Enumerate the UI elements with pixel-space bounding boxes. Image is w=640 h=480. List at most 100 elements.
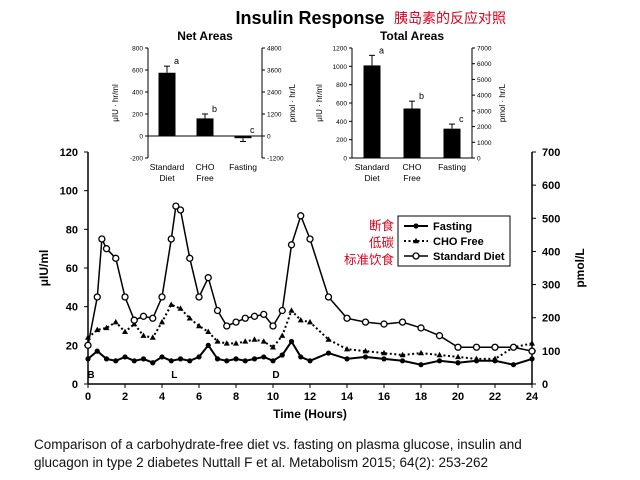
- category-label: Standard: [355, 162, 390, 172]
- x-tick-label: 16: [378, 391, 390, 403]
- significance-letter: a: [379, 45, 384, 55]
- data-point-cho-free: [251, 336, 258, 342]
- data-point-cho-free: [223, 340, 230, 346]
- y-left-tick-label: 40: [66, 302, 78, 314]
- data-point-fasting: [177, 356, 184, 362]
- data-point-cho-free: [288, 307, 295, 313]
- bar-3: [234, 136, 252, 139]
- data-point-fasting: [492, 358, 498, 364]
- data-point-cho-free: [149, 334, 156, 340]
- legend-annotation-chinese: 标准饮食: [344, 252, 395, 267]
- legend-annotation-chinese: 断食: [369, 218, 395, 233]
- significance-letter: a: [174, 56, 179, 66]
- x-tick-label: 0: [85, 391, 91, 403]
- data-point-standard-diet: [130, 316, 138, 324]
- data-point-fasting: [344, 356, 350, 362]
- category-label: Diet: [159, 173, 175, 183]
- y-right-tick-label: 700: [542, 147, 560, 159]
- y-right-tick-label: 100: [542, 346, 560, 358]
- data-point-standard-diet: [98, 235, 106, 243]
- data-point-fasting: [325, 350, 332, 356]
- meal-marker-l: L: [171, 370, 177, 381]
- y-right-tick-label: 3000: [477, 108, 492, 115]
- x-tick-label: 6: [196, 391, 202, 403]
- meal-marker-d: D: [272, 370, 279, 381]
- y-left-tick-label: 600: [132, 68, 143, 75]
- panel-title: Net Areas: [177, 29, 233, 43]
- y-left-tick-label: 20: [66, 340, 78, 352]
- figure-title: Insulin Response: [235, 8, 384, 28]
- x-tick-label: 8: [233, 391, 239, 403]
- bar-3: [443, 128, 461, 158]
- y-left-axis-label: μIU/ml: [37, 250, 51, 287]
- x-tick-label: 10: [267, 391, 279, 403]
- data-point-fasting: [168, 358, 174, 364]
- data-point-fasting: [242, 358, 248, 364]
- y-right-tick-label: 2000: [477, 124, 492, 131]
- data-point-standard-diet: [343, 314, 351, 322]
- x-axis-label: Time (Hours): [273, 407, 347, 421]
- data-point-fasting: [261, 354, 267, 360]
- data-point-fasting: [205, 342, 211, 348]
- y-right-tick-label: 0: [267, 134, 271, 141]
- data-point-standard-diet: [250, 312, 259, 320]
- data-point-fasting: [418, 362, 424, 368]
- x-tick-label: 24: [526, 391, 539, 403]
- y-right-axis-label: pmol · hr/L: [288, 83, 297, 122]
- data-point-cho-free: [233, 340, 239, 346]
- data-point-cho-free: [279, 332, 286, 338]
- y-right-tick-label: 4000: [477, 93, 492, 100]
- y-right-axis-label: pmol/L: [573, 248, 587, 287]
- data-point-standard-diet: [361, 318, 370, 326]
- data-point-fasting: [94, 348, 100, 354]
- x-tick-label: 22: [489, 391, 501, 403]
- y-right-tick-label: 1200: [267, 112, 282, 119]
- y-right-tick-label: 4800: [267, 46, 282, 53]
- data-point-standard-diet: [93, 293, 101, 301]
- data-point-cho-free: [297, 317, 304, 323]
- data-point-fasting: [103, 356, 110, 362]
- caption-line-2: glucagon in type 2 diabetes Nuttall F et…: [34, 455, 489, 470]
- data-point-cho-free: [399, 351, 406, 358]
- data-point-standard-diet: [176, 206, 185, 214]
- data-point-cho-free: [529, 340, 535, 346]
- data-point-cho-free: [307, 318, 313, 325]
- data-point-fasting: [196, 354, 202, 360]
- data-point-fasting: [288, 338, 295, 345]
- data-point-fasting: [455, 360, 461, 366]
- y-right-tick-label: 200: [542, 313, 560, 325]
- data-point-cho-free: [455, 353, 461, 360]
- significance-letter: b: [419, 91, 424, 101]
- caption-line-1: Comparison of a carbohydrate-free diet v…: [34, 437, 522, 452]
- panel-title: Total Areas: [380, 29, 444, 43]
- data-point-cho-free: [260, 338, 267, 344]
- y-right-tick-label: 0: [477, 156, 481, 163]
- y-right-tick-label: 600: [542, 180, 560, 192]
- data-point-fasting: [510, 362, 517, 368]
- x-tick-label: 12: [304, 391, 316, 403]
- total-areas-chart: Total Areas 0 200 400 600 800 1000 1200 0 1000 200…: [315, 29, 507, 183]
- data-point-standard-diet: [260, 310, 268, 319]
- data-point-fasting: [298, 354, 304, 360]
- data-point-standard-diet: [472, 343, 481, 351]
- y-left-tick-label: -200: [130, 156, 143, 163]
- data-point-fasting: [307, 358, 313, 364]
- data-point-standard-diet: [417, 324, 425, 332]
- legend-swatch-marker: [412, 252, 420, 260]
- data-point-cho-free: [242, 338, 249, 344]
- data-point-cho-free: [177, 305, 184, 311]
- y-right-tick-label: 2400: [267, 90, 282, 97]
- data-point-fasting: [399, 358, 406, 364]
- data-point-cho-free: [159, 318, 165, 325]
- data-point-fasting: [85, 356, 91, 362]
- y-right-tick-label: -1200: [267, 156, 284, 163]
- y-left-tick-label: 0: [343, 156, 347, 163]
- net-areas-chart: Net Areas -200 0 200 400 600 800 -1200 0 1200 2400…: [111, 29, 297, 183]
- data-point-fasting: [362, 354, 369, 360]
- data-point-standard-diet: [491, 343, 499, 351]
- category-label: Fasting: [229, 162, 257, 172]
- data-point-standard-diet: [139, 312, 148, 320]
- y-right-tick-label: 7000: [477, 46, 492, 53]
- figure-caption: Comparison of a carbohydrate-free diet v…: [34, 436, 634, 472]
